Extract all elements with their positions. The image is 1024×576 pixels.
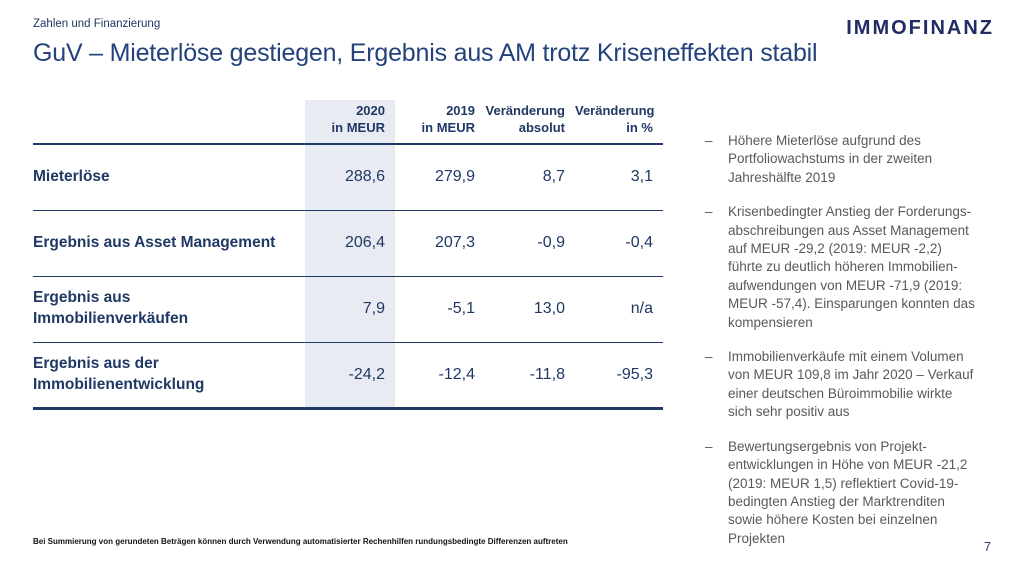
column-header-change-percent: Veränderung in % <box>575 103 655 136</box>
cell-value: -95,3 <box>616 365 653 383</box>
footnote: Bei Summierung von gerundeten Beträgen k… <box>33 537 568 546</box>
cell-value: n/a <box>630 300 653 317</box>
bullet-text: Immobilienverkäufe mit einem Volumen von… <box>728 349 974 420</box>
bullet-dash-icon: – <box>705 133 713 148</box>
cell-value: -0,4 <box>625 234 653 251</box>
cell-value: 3,1 <box>630 168 653 186</box>
cell-value: 8,7 <box>542 168 565 186</box>
brand-logo: IMMOFINANZ <box>846 17 994 39</box>
cell-value: 206,4 <box>305 210 395 276</box>
cell-value: 13,0 <box>533 300 565 317</box>
list-item: – Krisenbedingter Anstieg der Forderungs… <box>705 203 1013 332</box>
column-header-2019: 2019 in MEUR <box>421 103 475 136</box>
cell-value: -12,4 <box>438 365 475 383</box>
commentary-list: – Höhere Mieterlöse aufgrund des Portfol… <box>705 132 1013 564</box>
page-number: 7 <box>984 540 991 554</box>
cell-value: -5,1 <box>447 300 475 317</box>
eyebrow-label: Zahlen und Finanzierung <box>33 18 161 30</box>
bullet-text: Krisenbedingter Anstieg der Forderungs- … <box>728 204 975 330</box>
list-item: – Immobilienverkäufe mit einem Volumen v… <box>705 348 1013 422</box>
cell-value: -24,2 <box>305 342 395 408</box>
table-row: Ergebnis aus Immobilienverkäufen 7,9 -5,… <box>33 276 663 342</box>
row-label: Mieterlöse <box>33 167 110 185</box>
row-label: Ergebnis aus Immobilienverkäufen <box>33 289 189 327</box>
column-header-change-absolute: Veränderung absolut <box>485 103 565 136</box>
row-label: Ergebnis aus der Immobilienentwicklung <box>33 354 205 393</box>
table-row: Ergebnis aus Asset Management 206,4 207,… <box>33 210 663 276</box>
cell-value: 279,9 <box>434 168 475 186</box>
page-title: GuV – Mieterlöse gestiegen, Ergebnis aus… <box>33 39 818 67</box>
row-label: Ergebnis aus Asset Management <box>33 233 276 251</box>
table-row: Ergebnis aus der Immobilienentwicklung -… <box>33 342 663 408</box>
cell-value: -11,8 <box>529 365 565 383</box>
list-item: – Höhere Mieterlöse aufgrund des Portfol… <box>705 132 1013 187</box>
list-item: – Bewertungsergebnis von Projekt- entwic… <box>705 438 1013 548</box>
cell-value: -0,9 <box>537 234 565 251</box>
bullet-text: Bewertungsergebnis von Projekt- entwickl… <box>728 438 968 546</box>
financials-table: 2020 in MEUR 2019 in MEUR Veränderung ab… <box>33 100 663 410</box>
bullet-dash-icon: – <box>705 438 713 454</box>
table-row: Mieterlöse 288,6 279,9 8,7 3,1 <box>33 144 663 210</box>
table-header-row: 2020 in MEUR 2019 in MEUR Veränderung ab… <box>33 100 663 144</box>
bullet-text: Höhere Mieterlöse aufgrund des Portfolio… <box>728 133 933 185</box>
bullet-dash-icon: – <box>705 204 713 220</box>
column-header-empty <box>33 100 305 144</box>
bullet-dash-icon: – <box>705 349 713 365</box>
cell-value: 207,3 <box>434 234 475 251</box>
cell-value: 7,9 <box>305 276 395 342</box>
cell-value: 288,6 <box>305 144 395 210</box>
column-header-2020: 2020 in MEUR <box>305 100 395 144</box>
